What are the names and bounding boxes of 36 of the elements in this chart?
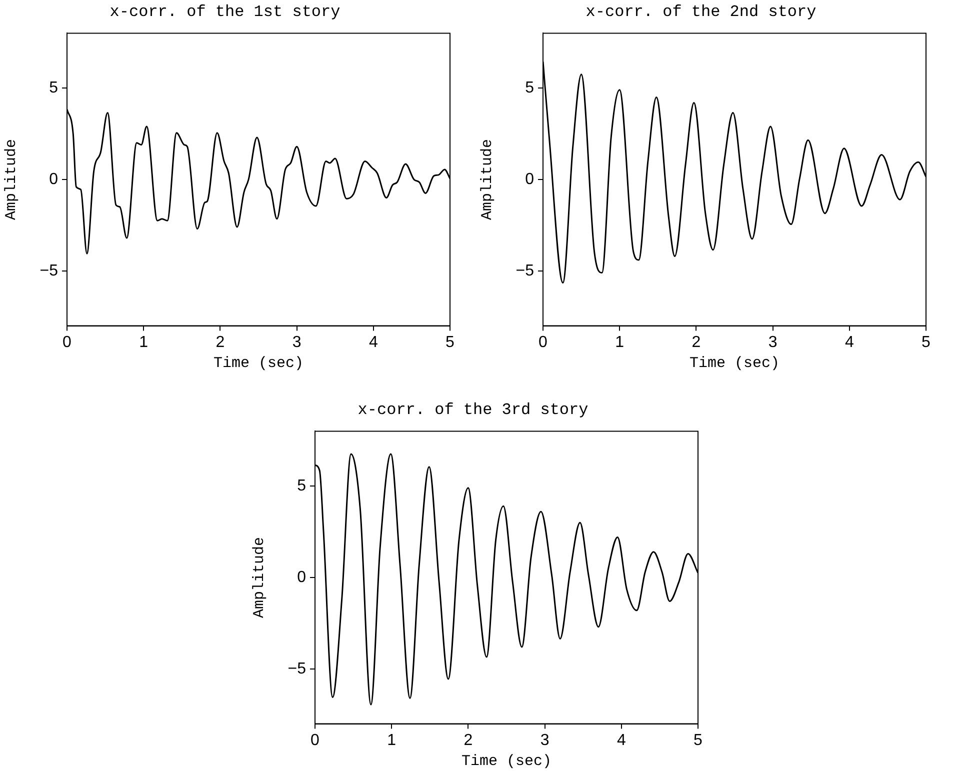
x-tick-label: 4 (368, 334, 378, 351)
y-axis-title: Amplitude (250, 536, 268, 618)
x-tick-label: 1 (139, 334, 148, 351)
x-tick-label: 2 (464, 732, 473, 749)
x-tick-label: 1 (387, 732, 396, 749)
x-axis-title: Time (sec) (689, 354, 780, 372)
y-tick-label: −5 (40, 262, 58, 280)
y-axis-title: Amplitude (2, 138, 20, 220)
y-tick-label: −5 (516, 262, 534, 280)
y-tick-label: 0 (297, 568, 306, 586)
x-tick-label: 3 (292, 334, 302, 351)
chart-title: x-corr. of the 2nd story (586, 2, 817, 21)
x-tick-label: 0 (538, 334, 548, 351)
x-tick-label: 2 (216, 334, 225, 351)
x-tick-label: 0 (62, 334, 72, 351)
x-tick-label: 3 (768, 334, 778, 351)
x-tick-label: 5 (694, 732, 703, 749)
y-tick-label: 5 (525, 79, 534, 96)
x-tick-label: 5 (446, 334, 455, 351)
y-tick-label: 0 (49, 170, 58, 188)
y-tick-label: −5 (288, 660, 306, 678)
x-tick-label: 3 (540, 732, 550, 749)
chart-title: x-corr. of the 3rd story (358, 400, 589, 419)
x-tick-label: 0 (310, 732, 320, 749)
x-tick-label: 4 (616, 732, 626, 749)
x-tick-label: 5 (922, 334, 931, 351)
x-tick-label: 4 (844, 334, 854, 351)
x-axis-title: Time (sec) (461, 752, 552, 770)
y-tick-label: 0 (525, 170, 534, 188)
y-tick-label: 5 (49, 79, 58, 96)
x-axis-title: Time (sec) (213, 354, 304, 372)
chart-title: x-corr. of the 1st story (110, 2, 341, 21)
y-axis-title: Amplitude (478, 138, 496, 220)
y-tick-label: 5 (297, 477, 306, 494)
x-tick-label: 2 (692, 334, 701, 351)
x-tick-label: 1 (615, 334, 624, 351)
